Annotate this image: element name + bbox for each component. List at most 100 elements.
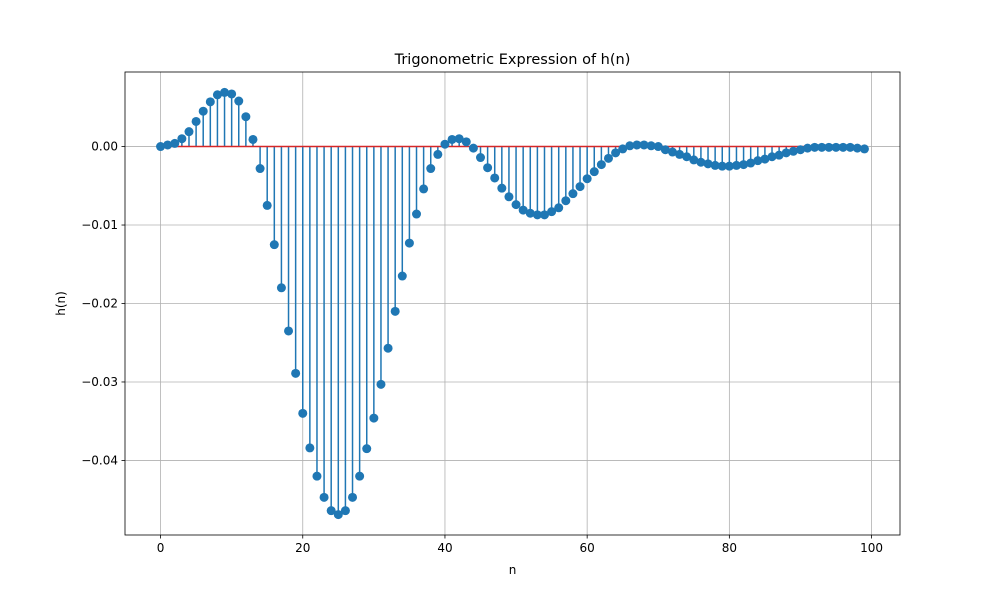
- stem-marker: [511, 200, 521, 210]
- stem-marker: [376, 379, 386, 389]
- y-tick-label: −0.01: [81, 218, 118, 232]
- stem-marker: [490, 173, 500, 183]
- stem-marker: [319, 492, 329, 502]
- stem-marker: [831, 142, 841, 152]
- x-tick-label: 0: [157, 541, 165, 555]
- stem-marker: [724, 161, 734, 171]
- x-tick-label: 20: [295, 541, 310, 555]
- stem-marker: [717, 161, 727, 171]
- stem-marker: [305, 443, 315, 453]
- stem-marker: [767, 152, 777, 162]
- stem-marker: [646, 141, 656, 151]
- stem-marker: [468, 143, 478, 153]
- stem-marker: [852, 143, 862, 153]
- stem-marker: [404, 238, 414, 248]
- stem-marker: [497, 183, 507, 193]
- stem-marker: [248, 134, 258, 144]
- stem-marker: [440, 139, 450, 149]
- stem-marker: [682, 152, 692, 162]
- stem-marker: [220, 87, 230, 97]
- stem-marker: [689, 155, 699, 165]
- stem-marker: [326, 506, 336, 516]
- y-tick-label: −0.03: [81, 375, 118, 389]
- stem-marker: [753, 156, 763, 166]
- stem-marker: [362, 444, 372, 454]
- stem-marker: [227, 89, 237, 99]
- stem-marker: [262, 200, 272, 210]
- stem-marker: [618, 144, 628, 154]
- stem-marker: [177, 134, 187, 144]
- stem-marker: [255, 164, 265, 174]
- stem-marker: [803, 143, 813, 153]
- stem-marker: [476, 153, 486, 163]
- y-tick-label: 0.00: [91, 140, 118, 154]
- stem-marker: [653, 142, 663, 152]
- stem-marker: [397, 271, 407, 281]
- stem-marker: [568, 189, 578, 199]
- x-axis-ticks: 0 20 40 60 80 100: [157, 535, 883, 555]
- stem-marker: [390, 306, 400, 316]
- stem-marker: [703, 159, 713, 169]
- x-axis-label: n: [509, 563, 517, 577]
- stem-marker: [419, 184, 429, 194]
- stem-marker: [639, 140, 649, 150]
- stem-marker: [859, 144, 869, 154]
- stem-marker: [241, 112, 251, 122]
- stem-marker: [746, 158, 756, 168]
- stem-marker: [589, 167, 599, 177]
- stem-marker: [163, 140, 173, 150]
- stem-marker: [234, 96, 244, 106]
- stem-marker: [625, 141, 635, 151]
- stem-marker: [774, 150, 784, 160]
- stem-marker: [312, 471, 322, 481]
- stem-markers: [156, 87, 869, 520]
- stem-marker: [575, 182, 585, 192]
- stem-marker: [696, 157, 706, 167]
- x-tick-label: 100: [860, 541, 883, 555]
- stem-marker: [454, 134, 464, 144]
- stem-marker: [348, 492, 358, 502]
- stem-marker: [156, 142, 166, 152]
- stem-marker: [539, 210, 549, 220]
- stem-marker: [333, 510, 343, 520]
- stem-marker: [554, 203, 564, 213]
- stem-marker: [817, 142, 827, 152]
- stem-marker: [739, 160, 749, 170]
- y-axis-label: h(n): [54, 291, 68, 316]
- stem-marker: [355, 471, 365, 481]
- stem-marker: [518, 205, 528, 215]
- y-axis-ticks: 0.00 −0.01 −0.02 −0.03 −0.04: [81, 140, 125, 467]
- stem-marker: [760, 154, 770, 164]
- stem-marker: [525, 208, 535, 218]
- stem-marker: [596, 160, 606, 170]
- stem-marker: [383, 343, 393, 353]
- stem-marker: [824, 142, 834, 152]
- stem-marker: [170, 138, 180, 148]
- x-tick-label: 80: [722, 541, 737, 555]
- stem-marker: [426, 164, 436, 174]
- stem-marker: [433, 149, 443, 159]
- stem-marker: [810, 142, 820, 152]
- stem-marker: [276, 283, 286, 293]
- stem-marker: [483, 163, 493, 173]
- stem-marker: [340, 506, 350, 516]
- stem-marker: [205, 97, 215, 107]
- stem-marker: [838, 142, 848, 152]
- stem-marker: [660, 145, 670, 155]
- stem-marker: [191, 116, 201, 126]
- stem-marker: [547, 207, 557, 217]
- stem-marker: [781, 148, 791, 158]
- stem-marker: [710, 160, 720, 170]
- stem-marker: [788, 146, 798, 156]
- stem-marker: [412, 209, 422, 219]
- stem-marker: [298, 408, 308, 418]
- stem-marker: [561, 196, 571, 206]
- stem-marker: [845, 142, 855, 152]
- stem-marker: [291, 368, 301, 378]
- stem-marker: [198, 106, 208, 116]
- stem-marker: [269, 240, 279, 250]
- stem-marker: [611, 148, 621, 158]
- stem-marker: [504, 192, 514, 202]
- y-tick-label: −0.04: [81, 453, 118, 467]
